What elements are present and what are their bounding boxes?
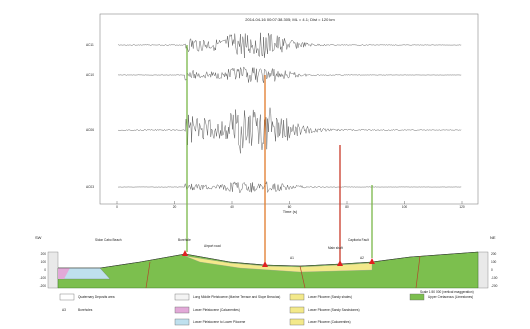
section-end-label: NE — [490, 235, 496, 240]
legend-symbol: A3 — [62, 308, 66, 312]
legend-swatch — [175, 319, 189, 325]
section-label: Airport road — [204, 244, 221, 248]
x-tick-label: 0 — [116, 205, 118, 209]
legend-label: Boreholes — [78, 308, 93, 312]
depth-label: -100 — [491, 276, 498, 280]
legend-label: Quaternary Deposits area — [78, 295, 115, 299]
x-tick-label: 20 — [173, 205, 177, 209]
time-axis-label: Time (s) — [283, 209, 298, 214]
scale-note: Scale 1:50 000 (vertical exaggeration) — [420, 290, 474, 294]
legend-swatch — [175, 307, 189, 313]
depth-label: 0 — [491, 268, 493, 272]
legend-label: Lower Pleistocene to Lower Pliocene — [193, 320, 245, 324]
legend-swatch — [60, 294, 74, 300]
depth-label: 200 — [41, 252, 47, 256]
legend-swatch — [290, 307, 304, 313]
station-label: AC11 — [86, 43, 94, 47]
x-tick-label: 80 — [345, 205, 349, 209]
section-label: A2 — [360, 256, 364, 260]
x-tick-label: 40 — [230, 205, 234, 209]
x-tick-label: 100 — [402, 205, 408, 209]
legend-label: Lower Pliocene (Sandy shales) — [308, 295, 352, 299]
section-label: Sidon Cabo Beach — [95, 238, 122, 242]
figure: 2014-04-16 00:07:38.305; ML = 4.1; Dist … — [0, 0, 530, 329]
legend-swatch — [410, 294, 424, 300]
depth-bar — [48, 252, 58, 288]
station-label: AC06 — [86, 128, 94, 132]
section-label: Borehole — [178, 238, 191, 242]
depth-label: 100 — [491, 260, 497, 264]
depth-label: -200 — [40, 284, 47, 288]
depth-label: 0 — [44, 268, 46, 272]
legend-label: Long Middle Pleistocene (Marine Terrace … — [193, 295, 280, 299]
legend-label: Upper Cretaceous (Limestones) — [428, 295, 473, 299]
figure-title: 2014-04-16 00:07:38.305; ML = 4.1; Dist … — [245, 17, 335, 22]
section-label: Capitoria Fault — [348, 238, 369, 242]
depth-label: -100 — [40, 276, 47, 280]
legend-label: Lower Pliocene (Sandy Sandstones) — [308, 308, 360, 312]
x-tick-label: 60 — [288, 205, 292, 209]
station-label: AC03 — [86, 185, 94, 189]
legend-label: Lower Pliocene (Calcarenites) — [308, 320, 351, 324]
section-label: A1 — [290, 256, 294, 260]
section-end-label: SW — [35, 235, 42, 240]
depth-label: 100 — [41, 260, 47, 264]
legend-swatch — [290, 294, 304, 300]
station-label: AC10 — [86, 73, 94, 77]
depth-label: -200 — [491, 284, 498, 288]
x-tick-label: 120 — [459, 205, 465, 209]
section-label: Main shaft — [328, 246, 343, 250]
depth-label: 200 — [491, 252, 497, 256]
depth-bar — [478, 252, 488, 288]
legend-label: Lower Pleistocene (Calcarenites) — [193, 308, 240, 312]
legend-swatch — [290, 319, 304, 325]
legend-swatch — [175, 294, 189, 300]
